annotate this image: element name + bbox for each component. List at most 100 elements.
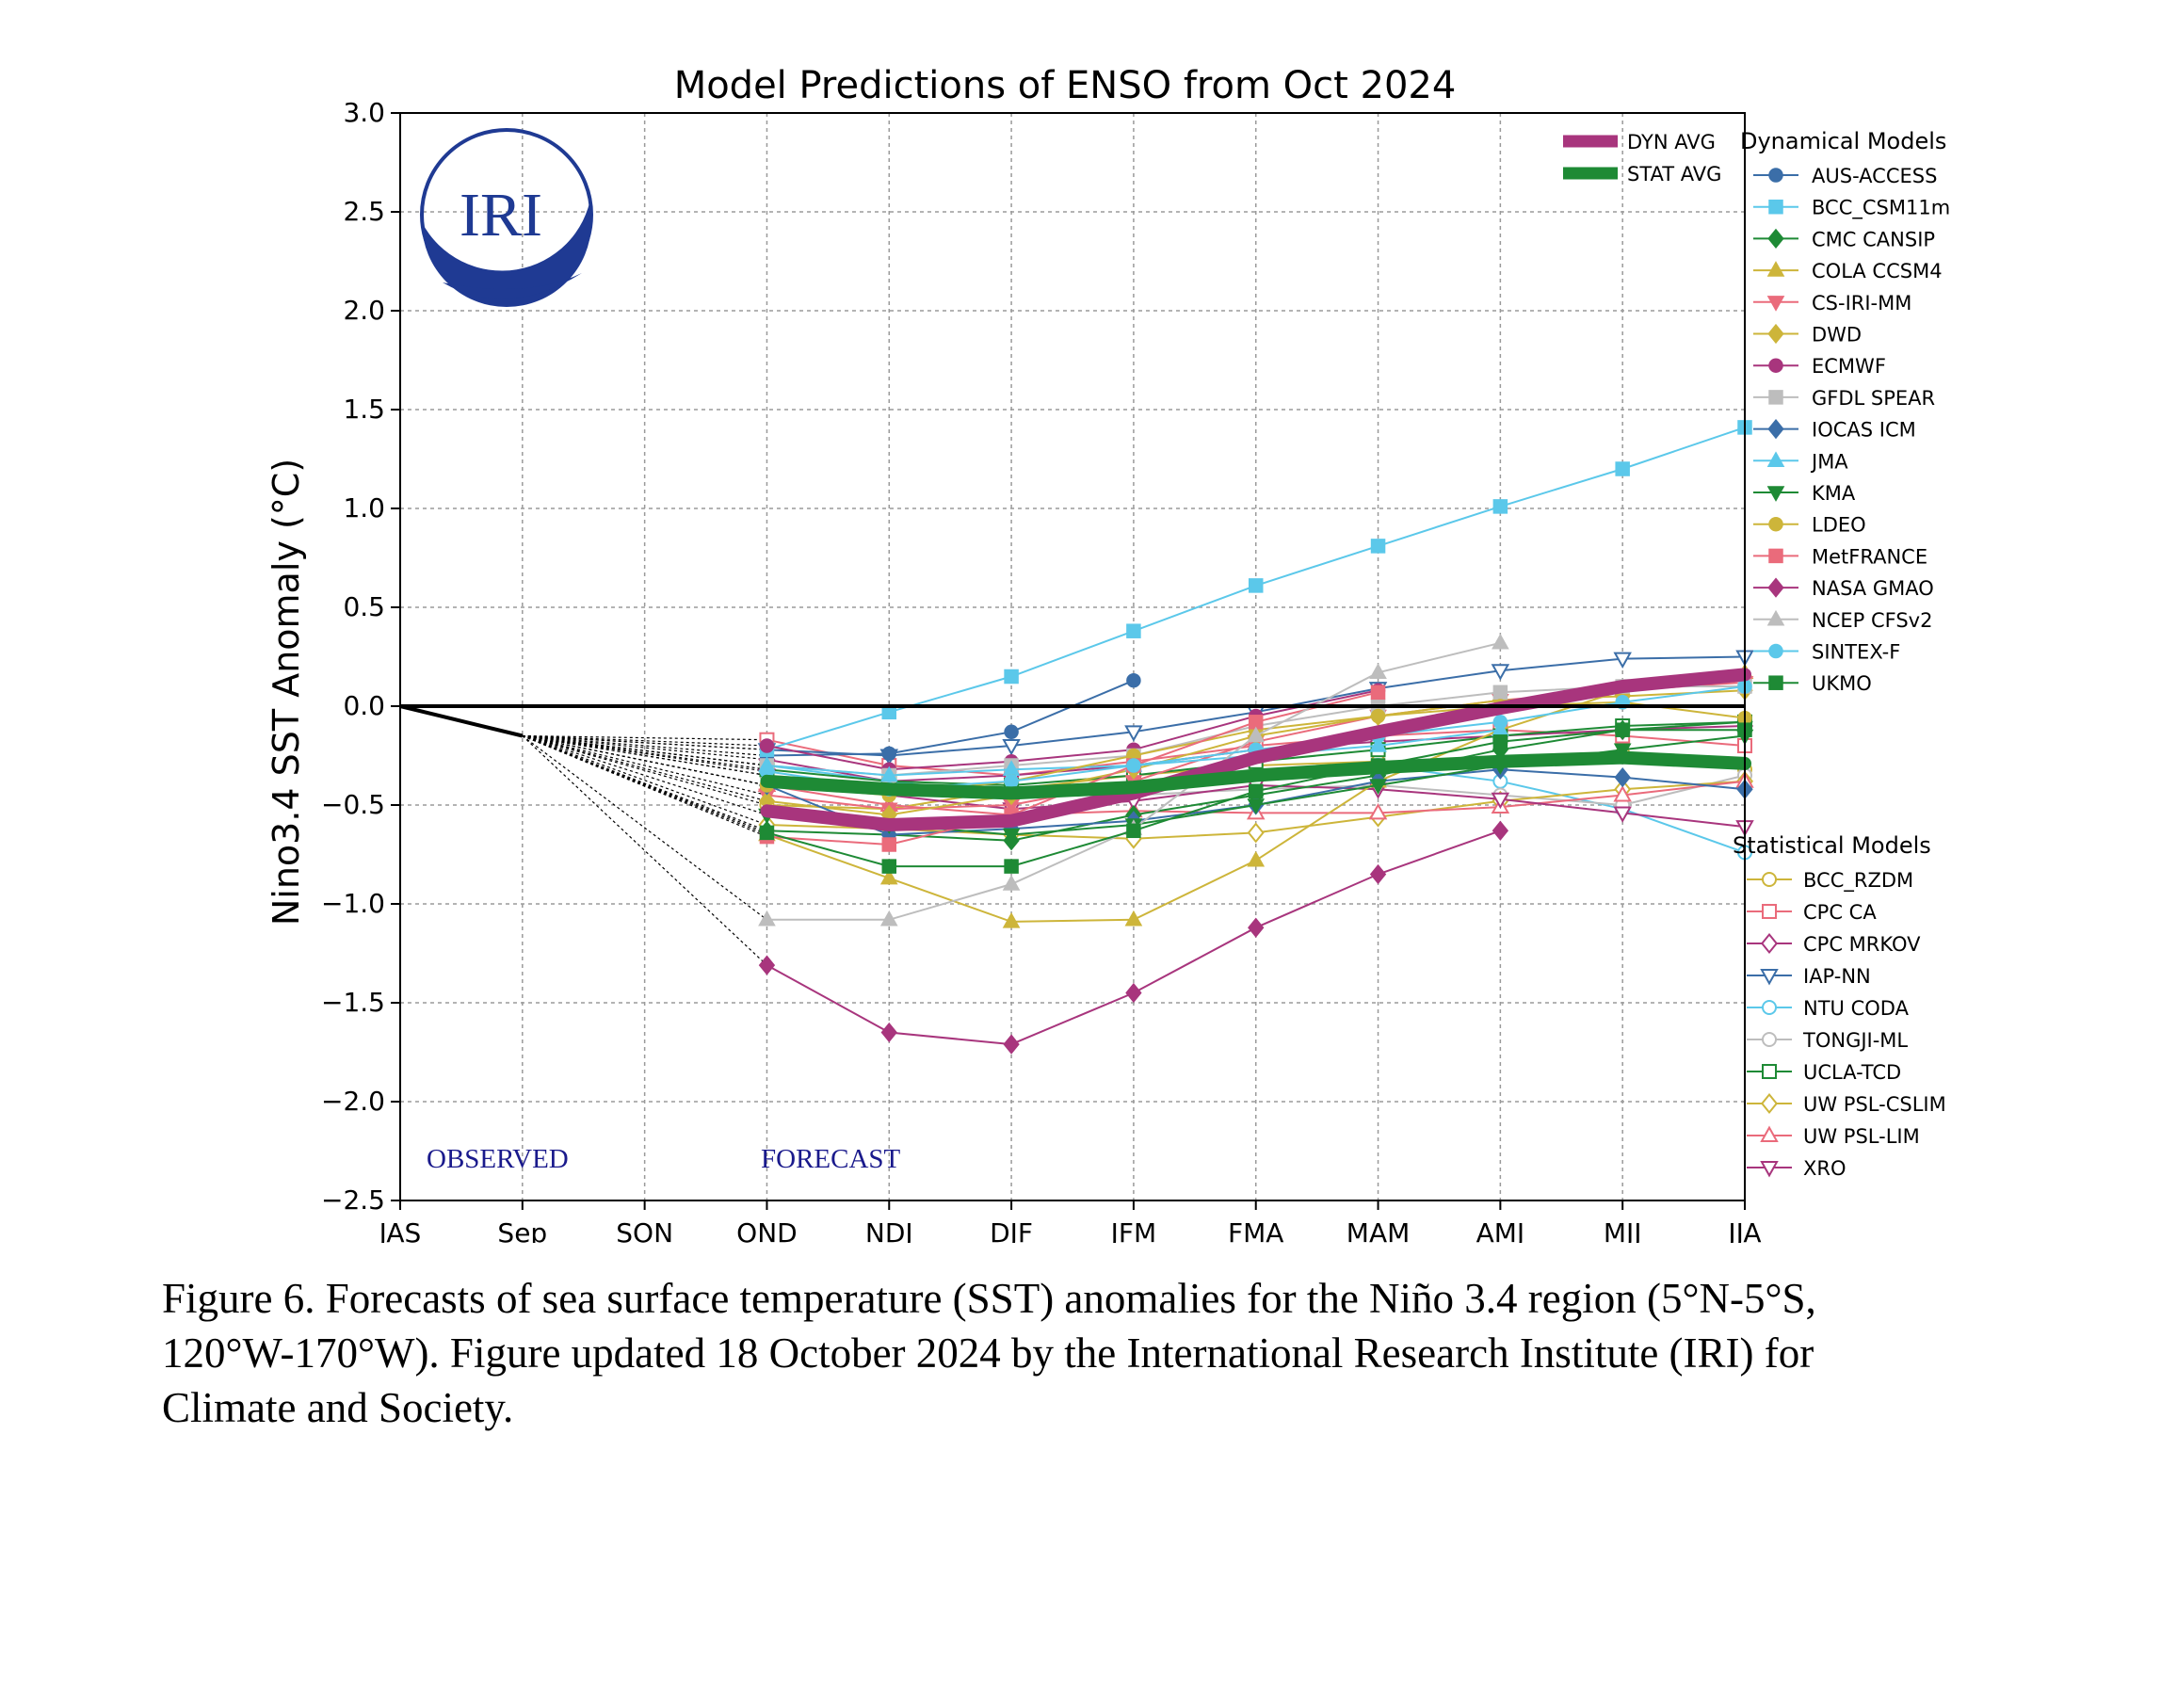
marker-triangle-up <box>758 910 776 927</box>
marker-triangle-down <box>1766 296 1785 312</box>
marker-square <box>881 859 897 874</box>
marker-triangle-down <box>1613 743 1632 760</box>
y-tick-label: −1.5 <box>321 987 385 1018</box>
legend-item-cmc-cansip: CMC CANSIP <box>1753 228 1935 250</box>
connector-metfrance <box>522 734 767 838</box>
marker-circle <box>1126 672 1141 688</box>
y-tick-label: −1.0 <box>321 888 385 919</box>
enso-chart: Model Predictions of ENSO from Oct 2024 … <box>266 64 1950 1243</box>
marker-circle <box>1762 1000 1777 1015</box>
legend-label: ECMWF <box>1812 355 1886 378</box>
marker-square <box>1768 199 1783 215</box>
marker-diamond <box>758 955 776 975</box>
connector-bcc-rzdm <box>522 734 767 806</box>
legend-item-nasa-gmao: NASA GMAO <box>1753 577 1934 600</box>
legend-label: UW PSL-LIM <box>1803 1125 1920 1148</box>
marker-circle <box>1492 715 1508 730</box>
legend-label: TONGJI-ML <box>1802 1029 1908 1052</box>
marker-diamond <box>1369 863 1387 885</box>
avg-line-stat-avg <box>760 750 1751 800</box>
marker-diamond <box>1761 932 1778 955</box>
y-tick-label: 1.5 <box>343 394 385 425</box>
legend-label: NCEP CFSv2 <box>1812 609 1932 632</box>
marker-square <box>1004 669 1019 685</box>
marker-triangle-down <box>1766 486 1785 502</box>
connector-ecmwf <box>522 734 767 747</box>
marker-diamond <box>1767 577 1784 598</box>
observed-annotation: OBSERVED <box>427 1144 569 1174</box>
legend-item-bcc-rzdm: BCC_RZDM <box>1747 869 1913 893</box>
marker-circle <box>881 746 897 762</box>
marker-square <box>1248 783 1264 799</box>
marker-triangle-down <box>1124 725 1143 742</box>
logo-swoosh-icon <box>443 273 582 299</box>
legend-label: IOCAS ICM <box>1812 419 1916 442</box>
legend-averages: DYN AVG STAT AVG <box>1563 131 1721 185</box>
marker-triangle-up <box>1124 910 1143 927</box>
x-tick-label: SON <box>616 1217 673 1243</box>
marker-triangle-down <box>1760 969 1779 986</box>
legend-item-gfdl-spear: GFDL SPEAR <box>1753 387 1935 410</box>
legend-item-ldeo: LDEO <box>1753 514 1866 537</box>
marker-circle <box>1004 724 1019 740</box>
legend-item-ecmwf: ECMWF <box>1753 355 1886 378</box>
marker-triangle-up <box>1613 785 1632 802</box>
legend-label: CMC CANSIP <box>1812 228 1935 250</box>
legend-item-uw-psl-cslim: UW PSL-CSLIM <box>1747 1092 1946 1116</box>
marker-circle <box>1768 516 1783 532</box>
marker-diamond <box>1767 228 1784 250</box>
legend-item-jma: JMA <box>1753 450 1848 473</box>
legend-item-iocas-icm: IOCAS ICM <box>1753 419 1916 442</box>
marker-triangle-up <box>1766 451 1785 467</box>
legend-item-cpc-mrkov: CPC MRKOV <box>1747 932 1921 956</box>
marker-square <box>1762 904 1777 919</box>
marker-triangle-up <box>1760 1125 1779 1142</box>
legend-item-ncep-cfsv2: NCEP CFSv2 <box>1753 609 1932 632</box>
marker-circle <box>759 738 775 753</box>
legend-label: BCC_CSM11m <box>1812 197 1950 220</box>
marker-triangle-up <box>879 910 898 927</box>
legend-item-iap-nn: IAP-NN <box>1747 965 1871 988</box>
marker-square <box>1768 548 1783 564</box>
figure-caption: Figure 6. Forecasts of sea surface tempe… <box>162 1275 1816 1431</box>
marker-triangle-down <box>1613 806 1632 823</box>
y-tick-label: 1.0 <box>343 492 385 524</box>
legend-item-sintex-f: SINTEX-F <box>1753 641 1900 664</box>
connector-iap-nn <box>522 734 767 750</box>
x-tick-label: Sep <box>497 1217 547 1243</box>
marker-square <box>1370 539 1386 554</box>
marker-triangle-down <box>1002 739 1021 756</box>
y-tick-label: 0.0 <box>343 690 385 721</box>
marker-circle <box>1370 708 1386 724</box>
marker-square <box>1768 390 1783 405</box>
marker-diamond <box>1767 418 1784 440</box>
marker-square <box>1248 578 1264 593</box>
marker-square <box>1768 675 1783 690</box>
legend-item-metfrance: MetFRANCE <box>1753 545 1927 568</box>
legend-item-dwd: DWD <box>1753 324 1862 346</box>
connector-ukmo <box>522 734 767 833</box>
marker-triangle-down <box>1491 664 1510 681</box>
marker-square <box>1492 499 1508 514</box>
marker-circle <box>1004 774 1019 789</box>
marker-square <box>1370 685 1386 701</box>
connector-cpc-ca <box>522 734 767 741</box>
forecast-annotation: FORECAST <box>761 1144 901 1174</box>
connector-xro <box>522 734 767 777</box>
x-tick-label: DJF <box>990 1217 1033 1243</box>
series-line-aus-access <box>766 679 1135 757</box>
y-axis-label: Nino3.4 SST Anomaly (°C) <box>266 459 307 926</box>
y-tick-label: 3.0 <box>343 97 385 128</box>
legend-item-cs-iri-mm: CS-IRI-MM <box>1753 292 1911 314</box>
y-tick-label: 2.0 <box>343 295 385 326</box>
x-tick-label: NDJ <box>865 1217 913 1243</box>
legend-item-xro: XRO <box>1747 1157 1847 1180</box>
marker-triangle-up <box>1766 609 1785 626</box>
y-tick-label: −2.0 <box>321 1086 385 1117</box>
marker-square <box>1615 461 1630 476</box>
legend-label: CS-IRI-MM <box>1812 292 1911 314</box>
legend-dynamical: Dynamical Models AUS-ACCESS BCC_CSM11m CMC… <box>1740 128 1950 695</box>
legend-label: XRO <box>1803 1157 1847 1180</box>
legend-avg-label: STAT AVG <box>1627 163 1721 185</box>
logo-text: IRI <box>460 181 542 250</box>
